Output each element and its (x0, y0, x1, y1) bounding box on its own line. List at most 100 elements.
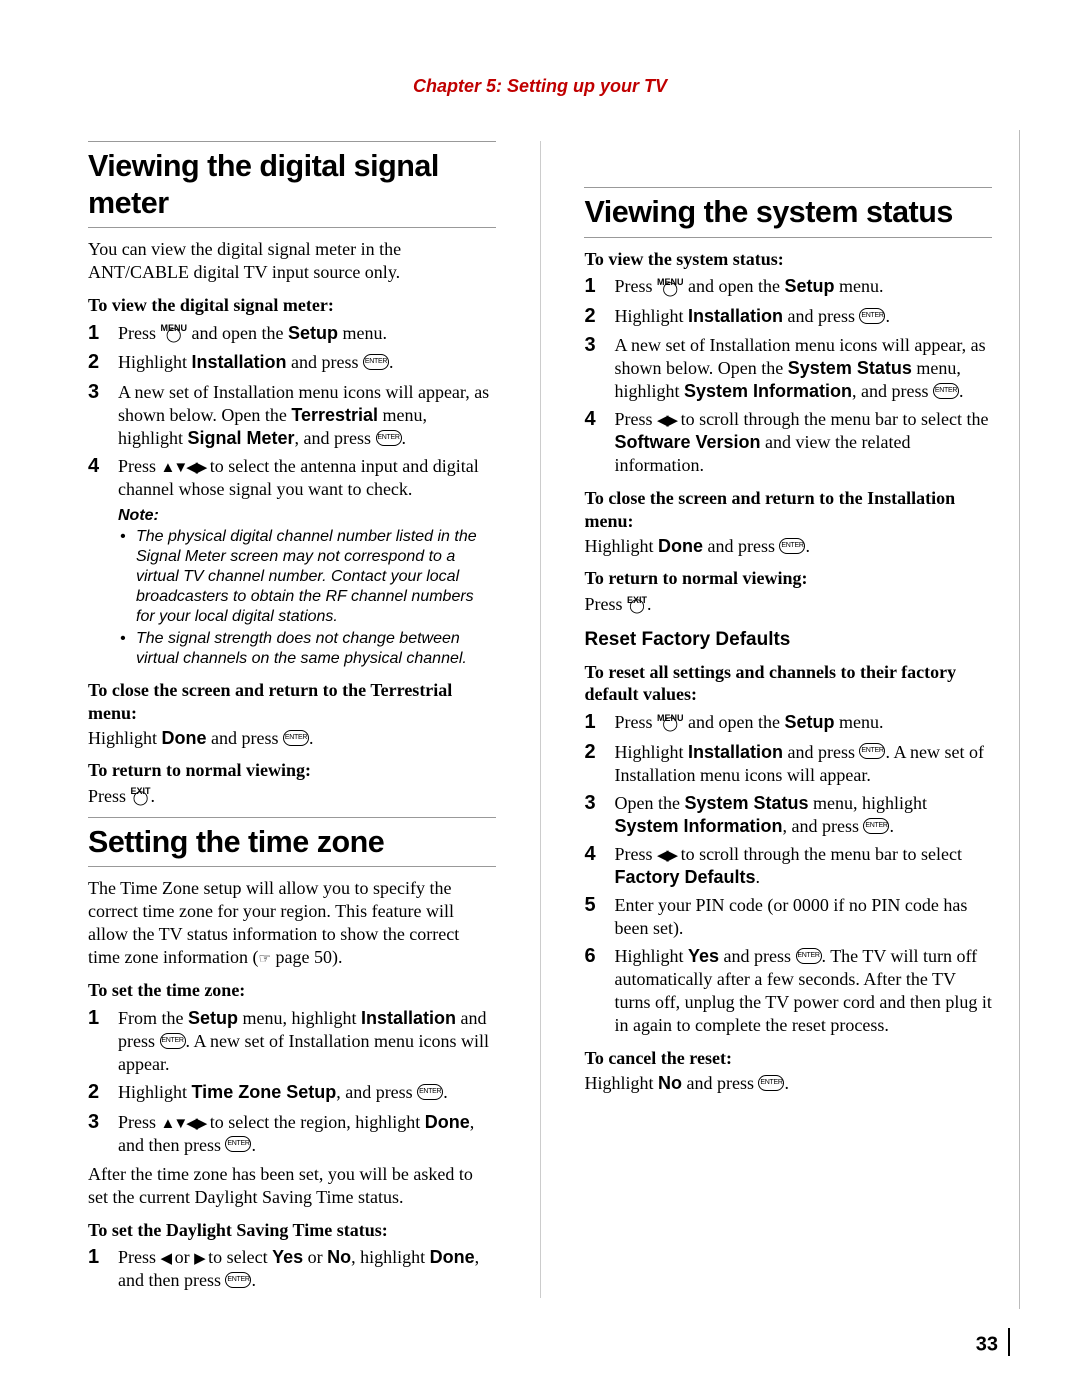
enter-icon: ENTER (933, 383, 959, 399)
step-text: A new set of Installation menu icons wil… (614, 334, 992, 403)
signal-meter-steps: 1 Press MENU◯ and open the Setup menu. 2… (88, 321, 496, 501)
chapter-header: Chapter 5: Setting up your TV (88, 76, 992, 97)
page-number: 33 (976, 1331, 1010, 1359)
step-3: 3 Press ▲▼◀▶ to select the region, highl… (88, 1110, 496, 1157)
step-text: Highlight Time Zone Setup, and press ENT… (118, 1081, 496, 1104)
step-text: Press ◀▶ to scroll through the menu bar … (614, 408, 992, 477)
step-2: 2 Highlight Installation and press ENTER… (584, 304, 992, 330)
step-number: 6 (584, 944, 614, 970)
two-column-layout: Viewing the digital signal meter You can… (88, 141, 992, 1298)
step-text: Press ◀ or ▶ to select Yes or No, highli… (118, 1246, 496, 1292)
section-title-signal-meter: Viewing the digital signal meter (88, 141, 496, 228)
step-text: Enter your PIN code (or 0000 if no PIN c… (614, 894, 992, 940)
step-3: 3 Open the System Status menu, highlight… (584, 791, 992, 838)
step-number: 1 (88, 321, 118, 347)
step-1: 1 Press ◀ or ▶ to select Yes or No, high… (88, 1245, 496, 1292)
reset-steps: 1 Press MENU◯ and open the Setup menu. 2… (584, 710, 992, 1037)
step-number: 4 (584, 407, 614, 433)
step-4: 4 Press ◀▶ to scroll through the menu ba… (584, 842, 992, 889)
enter-icon: ENTER (225, 1136, 251, 1152)
menu-icon: MENU◯ (657, 280, 684, 293)
note-item: The signal strength does not change betw… (118, 629, 496, 669)
step-number: 1 (88, 1245, 118, 1271)
return-normal-text: Press EXIT◯. (88, 786, 496, 807)
column-divider (540, 141, 541, 1298)
system-status-howto: To view the system status: (584, 248, 992, 271)
close-installation-text: Highlight Done and press ENTER. (584, 536, 992, 557)
enter-icon: ENTER (363, 354, 389, 370)
time-zone-intro: The Time Zone setup will allow you to sp… (88, 877, 496, 969)
step-text: Highlight Yes and press ENTER. The TV wi… (614, 945, 992, 1037)
page-number-bar (1008, 1328, 1010, 1356)
step-text: Press ▲▼◀▶ to select the antenna input a… (118, 455, 496, 501)
menu-icon: MENU◯ (657, 716, 684, 729)
step-number: 3 (88, 1110, 118, 1136)
close-terrestrial-heading: To close the screen and return to the Te… (88, 679, 496, 724)
step-number: 2 (88, 350, 118, 376)
exit-icon: EXIT◯ (131, 789, 151, 802)
enter-icon: ENTER (863, 818, 889, 834)
step-text: Press MENU◯ and open the Setup menu. (614, 711, 992, 734)
step-4: 4 Press ▲▼◀▶ to select the antenna input… (88, 454, 496, 501)
enter-icon: ENTER (376, 430, 402, 446)
dst-heading: To set the Daylight Saving Time status: (88, 1219, 496, 1242)
enter-icon: ENTER (758, 1075, 784, 1091)
step-text: Highlight Installation and press ENTER. (614, 305, 992, 328)
section-title-system-status: Viewing the system status (584, 187, 992, 238)
step-text: Press MENU◯ and open the Setup menu. (118, 322, 496, 345)
step-number: 1 (88, 1006, 118, 1032)
step-number: 5 (584, 893, 614, 919)
step-number: 1 (584, 710, 614, 736)
enter-icon: ENTER (779, 538, 805, 554)
step-number: 3 (88, 380, 118, 406)
step-text: Open the System Status menu, highlight S… (614, 792, 992, 838)
close-installation-heading: To close the screen and return to the In… (584, 487, 992, 532)
time-zone-steps: 1 From the Setup menu, highlight Install… (88, 1006, 496, 1157)
arrows-all-icon: ▲▼◀▶ (161, 1115, 206, 1132)
close-terrestrial-text: Highlight Done and press ENTER. (88, 728, 496, 749)
step-3: 3 A new set of Installation menu icons w… (88, 380, 496, 450)
note-list: The physical digital channel number list… (88, 527, 496, 669)
enter-icon: ENTER (160, 1033, 186, 1049)
step-text: Press ◀▶ to scroll through the menu bar … (614, 843, 992, 889)
right-margin-rule (1019, 130, 1020, 1309)
signal-meter-intro: You can view the digital signal meter in… (88, 238, 496, 284)
step-text: Highlight Installation and press ENTER. (118, 351, 496, 374)
return-normal-text-2: Press EXIT◯. (584, 594, 992, 615)
step-text: From the Setup menu, highlight Installat… (118, 1007, 496, 1076)
time-zone-after: After the time zone has been set, you wi… (88, 1163, 496, 1209)
system-status-steps: 1 Press MENU◯ and open the Setup menu. 2… (584, 274, 992, 477)
arrow-right-icon: ▶ (194, 1250, 204, 1267)
arrows-lr-icon: ◀▶ (657, 847, 676, 864)
enter-icon: ENTER (283, 730, 309, 746)
step-number: 3 (584, 791, 614, 817)
exit-icon: EXIT◯ (627, 598, 647, 611)
step-2: 2 Highlight Installation and press ENTER… (88, 350, 496, 376)
step-number: 4 (88, 454, 118, 480)
return-normal-heading-2: To return to normal viewing: (584, 567, 992, 590)
step-number: 1 (584, 274, 614, 300)
arrows-lr-icon: ◀▶ (657, 412, 676, 429)
cancel-reset-heading: To cancel the reset: (584, 1047, 992, 1070)
step-4: 4 Press ◀▶ to scroll through the menu ba… (584, 407, 992, 477)
enter-icon: ENTER (859, 743, 885, 759)
enter-icon: ENTER (796, 948, 822, 964)
step-2: 2 Highlight Time Zone Setup, and press E… (88, 1080, 496, 1106)
step-text: Press ▲▼◀▶ to select the region, highlig… (118, 1111, 496, 1157)
reference-icon: ☞ (258, 952, 271, 967)
arrows-all-icon: ▲▼◀▶ (161, 459, 206, 476)
reset-howto: To reset all settings and channels to th… (584, 661, 992, 706)
step-text: A new set of Installation menu icons wil… (118, 381, 496, 450)
step-2: 2 Highlight Installation and press ENTER… (584, 740, 992, 787)
step-5: 5 Enter your PIN code (or 0000 if no PIN… (584, 893, 992, 940)
step-6: 6 Highlight Yes and press ENTER. The TV … (584, 944, 992, 1037)
step-1: 1 Press MENU◯ and open the Setup menu. (88, 321, 496, 347)
step-number: 4 (584, 842, 614, 868)
right-column: Viewing the system status To view the sy… (584, 141, 992, 1298)
enter-icon: ENTER (859, 308, 885, 324)
signal-meter-howto: To view the digital signal meter: (88, 294, 496, 317)
subsection-title-reset: Reset Factory Defaults (584, 629, 992, 651)
menu-icon: MENU◯ (161, 326, 188, 339)
time-zone-howto: To set the time zone: (88, 979, 496, 1002)
enter-icon: ENTER (225, 1272, 251, 1288)
